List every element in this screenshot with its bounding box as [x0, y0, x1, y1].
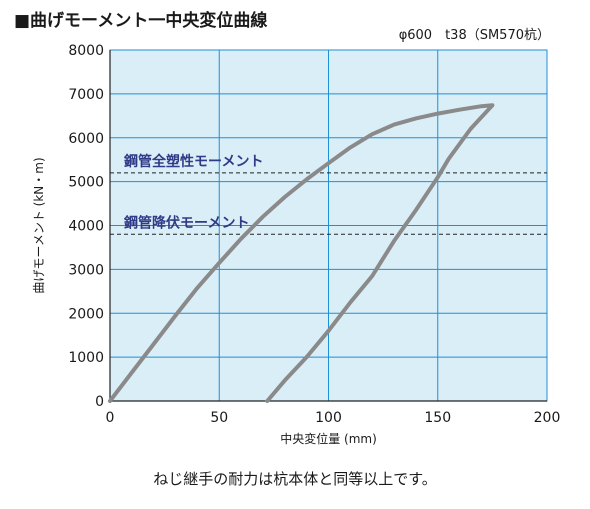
reference-line-label: 鋼管降伏モーメント [123, 214, 249, 231]
x-tick-label: 150 [424, 410, 451, 426]
x-tick-label: 50 [210, 410, 228, 426]
y-tick-label: 4000 [68, 219, 104, 235]
pile-spec: φ600 t38（SM570杭） [398, 28, 550, 43]
moment-displacement-curve [108, 103, 495, 403]
y-tick-label: 7000 [68, 87, 104, 103]
reference-line-label: 鋼管全塑性モーメント [123, 153, 263, 170]
y-tick-label: 5000 [68, 175, 104, 191]
y-tick-label: 3000 [68, 262, 104, 278]
y-tick-label: 0 [95, 394, 104, 410]
y-axis-label: 曲げモーメント (kN・m) [32, 157, 46, 293]
y-tick-label: 1000 [68, 350, 104, 366]
y-tick-label: 6000 [68, 131, 104, 147]
x-tick-label: 100 [315, 410, 342, 426]
y-tick-label: 8000 [68, 43, 104, 59]
chart-title: ■曲げモーメント一中央変位曲線 [14, 11, 268, 31]
x-tick-label: 200 [534, 410, 561, 426]
x-tick-label: 0 [106, 410, 115, 426]
x-axis-label: 中央変位量 (mm) [280, 431, 377, 446]
y-tick-label: 2000 [68, 306, 104, 322]
caption: ねじ継手の耐力は杭本体と同等以上です。 [153, 470, 437, 488]
